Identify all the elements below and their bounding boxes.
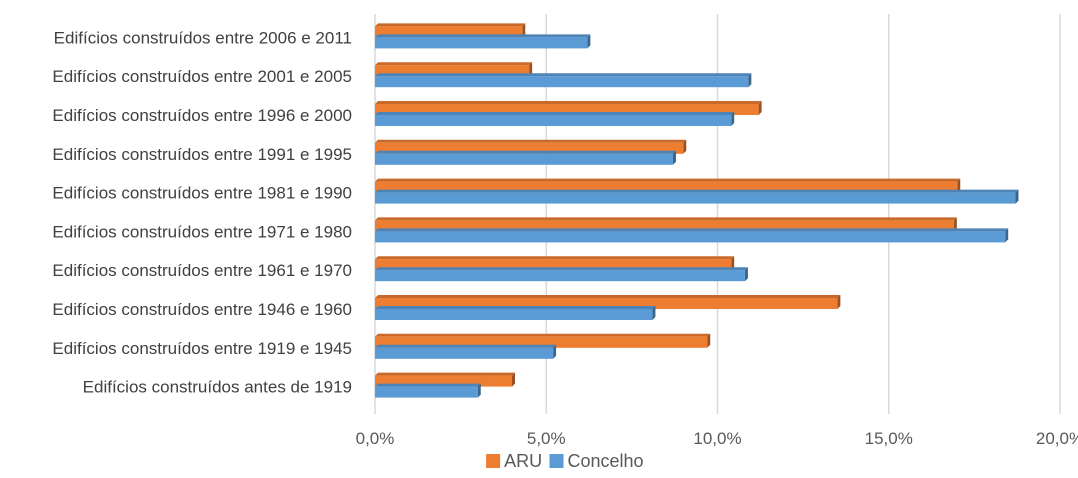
bars bbox=[375, 23, 1019, 398]
bar-side-concelho-4 bbox=[1005, 228, 1009, 243]
bar-top-aru-7 bbox=[375, 101, 762, 104]
bar-aru-6 bbox=[375, 142, 684, 154]
category-label-2: Edifícios construídos entre 1946 e 1960 bbox=[52, 300, 352, 319]
bar-side-concelho-1 bbox=[553, 344, 557, 359]
bar-aru-8 bbox=[375, 65, 530, 77]
bar-concelho-3 bbox=[375, 270, 745, 282]
category-labels: Edifícios construídos antes de 1919 Edifí… bbox=[52, 28, 352, 396]
category-label-1: Edifícios construídos entre 1919 e 1945 bbox=[52, 339, 352, 358]
bar-side-aru-7 bbox=[758, 101, 762, 115]
bar-side-concelho-7 bbox=[731, 112, 735, 126]
bar-aru-1 bbox=[375, 336, 708, 348]
category-label-7: Edifícios construídos entre 1996 e 2000 bbox=[52, 106, 352, 125]
category-label-6: Edifícios construídos entre 1991 e 1995 bbox=[52, 145, 352, 164]
bar-side-concelho-9 bbox=[587, 34, 591, 49]
bar-top-concelho-7 bbox=[375, 112, 735, 115]
bar-top-concelho-5 bbox=[375, 189, 1019, 193]
bar-top-aru-8 bbox=[375, 62, 533, 66]
bar-aru-7 bbox=[375, 104, 759, 115]
bar-side-aru-3 bbox=[731, 256, 735, 271]
bar-top-aru-5 bbox=[375, 178, 961, 182]
x-tick-label-4: 20,0% bbox=[1036, 429, 1078, 448]
x-tick-label-0: 0,0% bbox=[356, 429, 395, 448]
bar-side-concelho-0 bbox=[477, 383, 481, 398]
legend-swatch-aru bbox=[486, 454, 501, 468]
bar-top-aru-3 bbox=[375, 256, 735, 260]
bar-aru-5 bbox=[375, 181, 958, 193]
bar-concelho-9 bbox=[375, 37, 588, 49]
bar-side-concelho-5 bbox=[1015, 189, 1019, 204]
category-label-8: Edifícios construídos entre 2001 e 2005 bbox=[52, 67, 352, 86]
x-tick-label-2: 10,0% bbox=[693, 429, 741, 448]
bar-side-aru-1 bbox=[707, 333, 711, 348]
x-tick-label-3: 15,0% bbox=[865, 429, 913, 448]
bar-side-concelho-2 bbox=[652, 306, 656, 320]
bar-top-concelho-9 bbox=[375, 34, 591, 38]
bar-top-concelho-6 bbox=[375, 150, 676, 154]
bar-aru-2 bbox=[375, 298, 838, 309]
category-label-0: Edifícios construídos antes de 1919 bbox=[83, 378, 352, 397]
bar-concelho-4 bbox=[375, 231, 1006, 243]
bar-side-aru-6 bbox=[683, 139, 687, 154]
bar-concelho-5 bbox=[375, 192, 1016, 204]
bar-top-aru-6 bbox=[375, 139, 687, 143]
bar-side-aru-5 bbox=[957, 178, 961, 193]
bar-aru-9 bbox=[375, 26, 523, 38]
bar-top-aru-4 bbox=[375, 217, 957, 221]
bar-concelho-2 bbox=[375, 309, 653, 320]
bar-top-concelho-2 bbox=[375, 306, 656, 309]
bar-side-aru-9 bbox=[522, 23, 526, 38]
bar-concelho-0 bbox=[375, 386, 478, 398]
bar-side-aru-4 bbox=[953, 217, 957, 232]
bar-top-aru-9 bbox=[375, 23, 526, 27]
x-tick-label-1: 5,0% bbox=[527, 429, 566, 448]
bar-concelho-6 bbox=[375, 153, 673, 165]
bar-aru-4 bbox=[375, 220, 954, 232]
legend-label-aru: ARU bbox=[504, 451, 542, 471]
bar-top-concelho-8 bbox=[375, 73, 752, 77]
category-label-9: Edifícios construídos entre 2006 e 2011 bbox=[54, 28, 352, 47]
bar-top-aru-0 bbox=[375, 372, 515, 376]
x-axis-ticks: 0,0% 5,0% 10,0% 15,0% 20,0% bbox=[356, 429, 1078, 448]
bar-side-aru-0 bbox=[512, 372, 515, 387]
bar-top-concelho-3 bbox=[375, 267, 748, 271]
bar-top-concelho-0 bbox=[375, 383, 481, 387]
bar-top-concelho-4 bbox=[375, 228, 1009, 232]
bar-side-concelho-3 bbox=[744, 267, 748, 282]
bar-side-concelho-6 bbox=[672, 150, 676, 165]
bar-concelho-7 bbox=[375, 115, 732, 126]
category-label-5: Edifícios construídos entre 1981 e 1990 bbox=[52, 184, 352, 203]
bar-top-aru-1 bbox=[375, 333, 711, 337]
bar-top-concelho-1 bbox=[375, 344, 557, 348]
bar-top-aru-2 bbox=[375, 295, 841, 298]
legend-label-concelho: Concelho bbox=[568, 451, 644, 471]
category-label-4: Edifícios construídos entre 1971 e 1980 bbox=[52, 222, 352, 241]
bar-aru-3 bbox=[375, 259, 732, 271]
legend-swatch-concelho bbox=[549, 454, 564, 468]
category-label-3: Edifícios construídos entre 1961 e 1970 bbox=[52, 261, 352, 280]
bar-concelho-1 bbox=[375, 347, 554, 359]
bar-aru-0 bbox=[375, 375, 512, 387]
bar-side-aru-2 bbox=[837, 295, 841, 309]
legend: ARU Concelho bbox=[486, 451, 644, 471]
bar-concelho-8 bbox=[375, 76, 749, 88]
bar-side-aru-8 bbox=[529, 62, 533, 77]
bar-side-concelho-8 bbox=[748, 73, 752, 88]
